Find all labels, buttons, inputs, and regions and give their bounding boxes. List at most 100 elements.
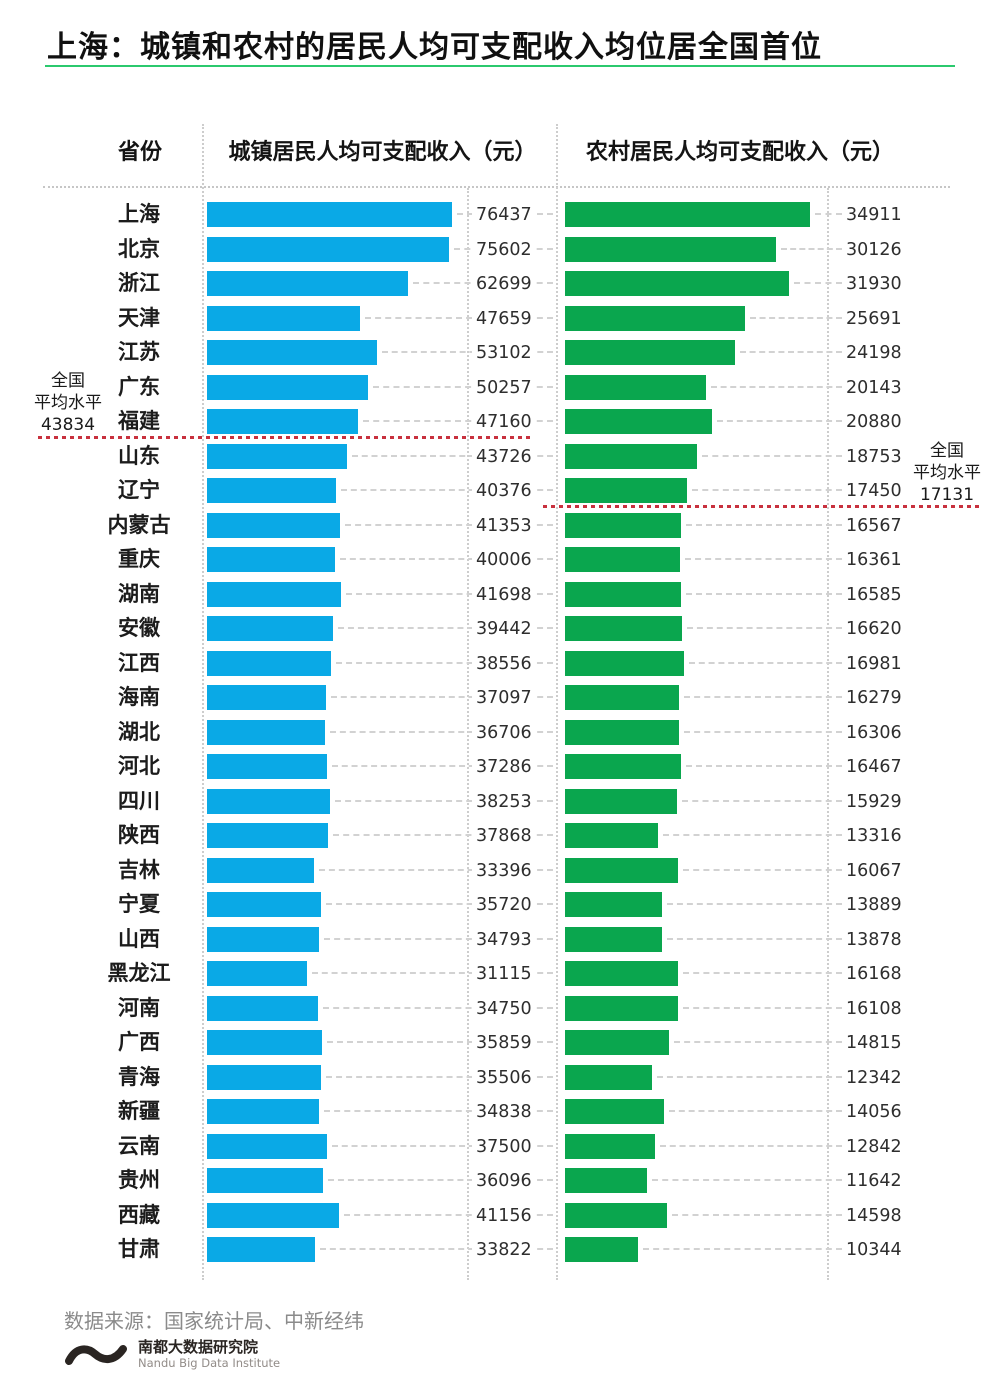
- urban-value: 50257: [472, 374, 536, 400]
- rural-value: 10344: [842, 1237, 906, 1262]
- urban-value: 34838: [472, 1099, 536, 1124]
- urban-value: 33822: [472, 1237, 536, 1262]
- urban-bar: [207, 650, 331, 676]
- rural-value: 18753: [842, 443, 906, 469]
- urban-row-guide: [312, 972, 553, 974]
- rural-average-label: 全国 平均水平 17131: [892, 440, 1000, 506]
- urban-row-guide: [333, 834, 553, 836]
- rural-bar: [565, 202, 810, 227]
- province-label: 辽宁: [118, 478, 160, 502]
- logo-name-cn: 南都大数据研究院: [138, 1338, 259, 1356]
- urban-bar: [207, 271, 408, 296]
- urban-row-guide: [319, 868, 553, 871]
- urban-bar: [207, 1099, 319, 1124]
- urban-bar: [207, 409, 358, 434]
- urban-value: 76437: [472, 202, 536, 227]
- province-label: 甘肃: [118, 1237, 160, 1261]
- rural-bar: [565, 1099, 664, 1124]
- urban-row-guide: [346, 592, 553, 595]
- urban-row-guide: [331, 696, 553, 698]
- urban-bar: [207, 340, 377, 365]
- rural-bar: [565, 1030, 669, 1055]
- province-label: 北京: [118, 236, 160, 261]
- urban-average-label-line2: 平均水平: [34, 393, 102, 413]
- province-label: 青海: [118, 1064, 160, 1089]
- rural-value: 30126: [842, 236, 906, 262]
- urban-value: 41353: [472, 512, 536, 538]
- province-label: 重庆: [118, 547, 160, 571]
- urban-row-guide: [345, 523, 553, 526]
- province-label: 湖北: [118, 719, 160, 744]
- urban-row-guide: [330, 730, 553, 733]
- rural-row-guide: [674, 1041, 842, 1043]
- rural-row-guide: [702, 454, 842, 457]
- rural-value: 13878: [842, 926, 906, 952]
- urban-value: 53102: [472, 340, 536, 365]
- urban-value: 34750: [472, 995, 536, 1021]
- rural-value: 16467: [842, 754, 906, 779]
- rural-row-guide: [684, 696, 842, 698]
- province-label: 安徽: [118, 616, 160, 640]
- rural-value: 14598: [842, 1202, 906, 1228]
- urban-bar: [207, 857, 314, 883]
- rural-row-guide: [667, 937, 842, 940]
- rural-bar: [565, 1202, 667, 1228]
- rural-bar: [565, 236, 776, 262]
- province-label: 新疆: [118, 1099, 160, 1123]
- rural-value: 16620: [842, 616, 906, 641]
- urban-bar: [207, 926, 319, 952]
- rural-value: 11642: [842, 1168, 906, 1193]
- rural-bar: [565, 719, 679, 745]
- rural-average-label-line1: 全国: [930, 441, 964, 461]
- urban-average-label: 全国 平均水平 43834: [13, 370, 123, 436]
- urban-bar: [207, 1237, 315, 1262]
- province-label: 天津: [118, 305, 160, 330]
- urban-bar: [207, 374, 368, 400]
- rural-bar: [565, 892, 662, 917]
- urban-bar: [207, 719, 325, 745]
- page-title: 上海：城镇和农村的居民人均可支配收入均位居全国首位: [47, 30, 822, 65]
- column-divider-urban-rural: [556, 124, 558, 1280]
- rural-row-guide: [686, 523, 842, 526]
- rural-row-guide: [686, 592, 842, 595]
- province-label: 云南: [118, 1133, 160, 1158]
- urban-row-guide: [335, 799, 553, 802]
- rural-bar: [565, 616, 682, 641]
- urban-bar: [207, 1168, 323, 1193]
- rural-row-guide: [711, 385, 842, 388]
- urban-bar: [207, 1202, 339, 1228]
- urban-row-guide: [365, 316, 553, 319]
- urban-bar: [207, 892, 321, 917]
- province-label: 吉林: [118, 857, 160, 882]
- province-label: 浙江: [118, 271, 160, 295]
- rural-value: 16361: [842, 547, 906, 572]
- rural-row-guide: [686, 765, 842, 767]
- urban-value: 41156: [472, 1202, 536, 1228]
- rural-value: 12842: [842, 1133, 906, 1159]
- urban-bar: [207, 443, 347, 469]
- urban-value: 40006: [472, 547, 536, 572]
- logo-name-en: Nandu Big Data Institute: [138, 1356, 281, 1370]
- urban-average-label-line1: 全国: [51, 371, 85, 391]
- rural-bar: [565, 443, 697, 469]
- rural-bar: [565, 823, 658, 848]
- urban-value: 40376: [472, 478, 536, 503]
- province-label: 上海: [118, 202, 160, 226]
- rural-value: 14815: [842, 1030, 906, 1055]
- rural-average-line: [543, 505, 980, 508]
- province-label: 江苏: [118, 340, 160, 364]
- rural-bar: [565, 1133, 655, 1159]
- urban-value: 47659: [472, 305, 536, 331]
- urban-value: 35859: [472, 1030, 536, 1055]
- province-label: 贵州: [118, 1168, 160, 1192]
- publisher-logo: 南都大数据研究院 Nandu Big Data Institute: [64, 1339, 280, 1370]
- urban-value: 37868: [472, 823, 536, 848]
- rural-bar: [565, 961, 678, 986]
- urban-value: 37500: [472, 1133, 536, 1159]
- title-underline: [45, 65, 955, 67]
- rural-average-label-line2: 平均水平: [913, 463, 981, 483]
- column-header-urban: 城镇居民人均可支配收入（元）: [228, 140, 537, 165]
- rural-row-guide: [683, 868, 842, 871]
- urban-bar: [207, 1133, 327, 1159]
